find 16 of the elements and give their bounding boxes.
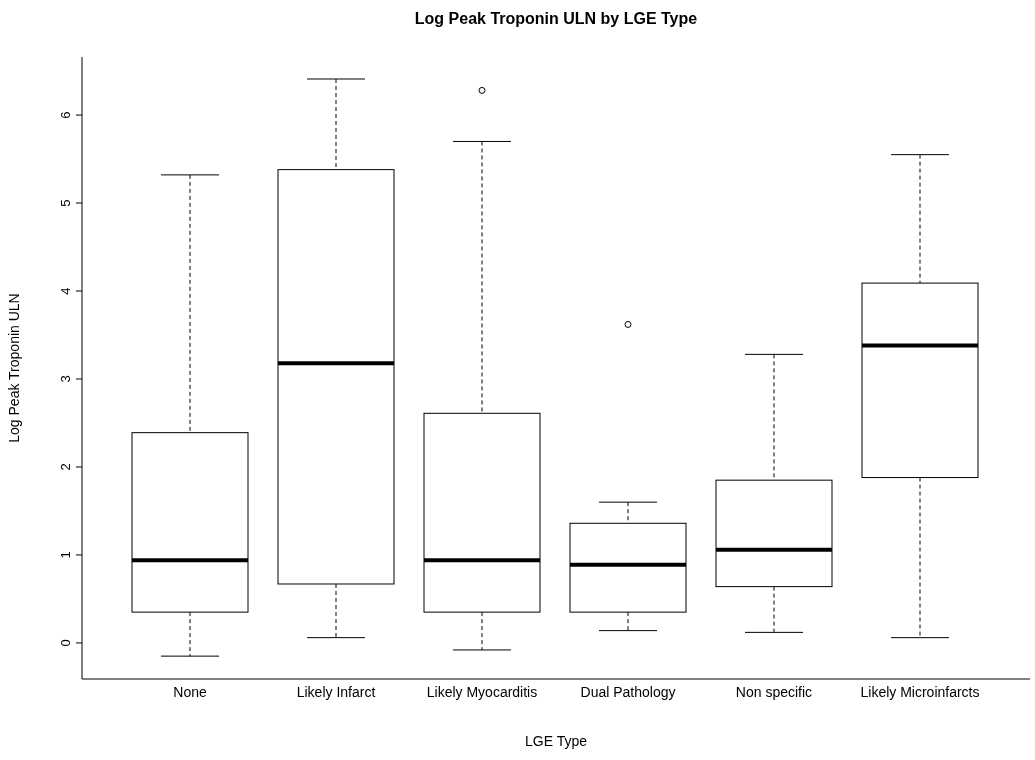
x-tick-label: Non specific xyxy=(735,683,813,700)
y-tick-label: 0 xyxy=(58,639,73,647)
y-axis-title: Log Peak Troponin ULN xyxy=(5,293,22,443)
x-tick-label: Dual Pathology xyxy=(580,683,676,700)
y-tick-label: 5 xyxy=(58,199,73,207)
y-tick-label: 6 xyxy=(58,111,73,119)
x-tick-label: None xyxy=(173,683,207,700)
x-tick-label: Likely Myocarditis xyxy=(426,683,538,700)
x-axis-title: LGE Type xyxy=(524,733,588,749)
y-tick-label: 1 xyxy=(58,551,73,559)
y-tick-label: 2 xyxy=(58,463,73,471)
y-tick-label: 3 xyxy=(58,375,73,383)
y-tick-label: 4 xyxy=(58,287,73,295)
x-tick-label: Likely Infarct xyxy=(296,683,376,700)
x-tick-label: Likely Microinfarcts xyxy=(860,683,980,700)
chart-title: Log Peak Troponin ULN by LGE Type xyxy=(413,10,699,28)
